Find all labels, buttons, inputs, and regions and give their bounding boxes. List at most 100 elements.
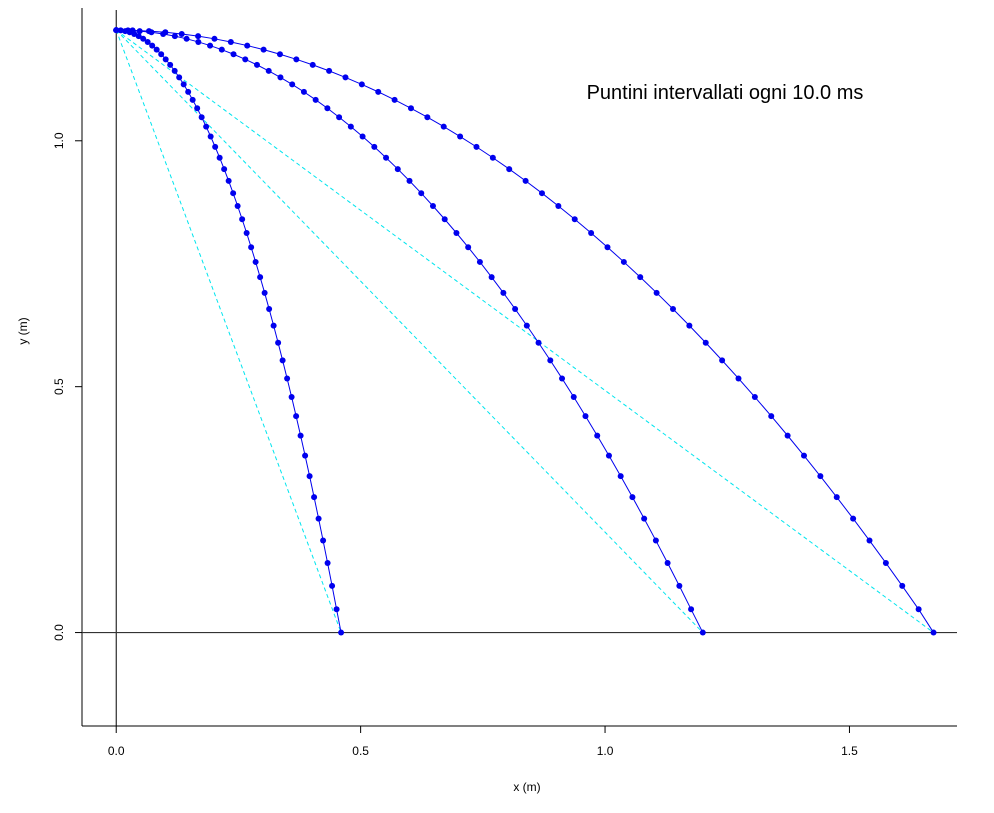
data-point <box>171 67 178 74</box>
y-tick-label: 0.5 <box>52 378 66 395</box>
data-point <box>686 322 693 329</box>
data-point <box>637 274 644 281</box>
data-point <box>522 177 529 184</box>
data-point <box>277 74 284 81</box>
data-point <box>342 74 349 81</box>
data-point <box>203 123 210 130</box>
data-point <box>306 473 313 480</box>
data-point <box>538 190 545 197</box>
chord-lines <box>115 29 934 633</box>
data-point <box>735 375 742 382</box>
data-point <box>453 229 460 236</box>
data-point <box>189 96 196 103</box>
data-point <box>225 177 232 184</box>
data-point <box>207 133 214 140</box>
data-point <box>850 515 857 522</box>
data-point <box>620 258 627 265</box>
data-point <box>617 473 624 480</box>
data-point <box>149 42 156 49</box>
data-point <box>866 537 873 544</box>
data-point <box>129 27 136 34</box>
data-point <box>329 582 336 589</box>
data-point <box>180 81 187 88</box>
chord-line <box>115 29 342 633</box>
data-point <box>375 88 382 95</box>
data-point <box>817 473 824 480</box>
data-point <box>476 258 483 265</box>
annotation-text: Puntini intervallati ogni 10.0 ms <box>587 82 864 104</box>
data-point <box>171 33 178 40</box>
data-point <box>359 133 366 140</box>
data-point <box>406 177 413 184</box>
data-point <box>257 274 264 281</box>
data-point <box>194 105 201 112</box>
y-tick-label: 0.0 <box>52 624 66 641</box>
data-point <box>457 133 464 140</box>
data-point <box>270 322 277 329</box>
data-point <box>230 51 237 58</box>
data-point <box>221 166 228 173</box>
data-point <box>555 202 562 209</box>
data-point <box>297 432 304 439</box>
data-point <box>559 375 566 382</box>
axes: 0.0 0.5 1.0 1.5 0.0 0.5 1.0 <box>52 8 957 758</box>
data-point <box>407 105 414 112</box>
data-point <box>358 81 365 88</box>
data-point <box>333 606 340 613</box>
data-point <box>153 46 160 53</box>
data-point <box>784 432 791 439</box>
data-point <box>465 244 472 251</box>
data-point <box>216 154 223 161</box>
data-point <box>288 394 295 401</box>
data-point <box>183 35 190 42</box>
data-point <box>135 33 142 40</box>
data-point <box>570 394 577 401</box>
data-point <box>167 61 174 68</box>
data-point <box>512 305 519 312</box>
y-tick-label: 1.0 <box>52 132 66 149</box>
x-tick-label: 1.0 <box>597 744 614 758</box>
data-point <box>899 582 906 589</box>
data-point <box>243 229 250 236</box>
data-point <box>324 105 331 112</box>
series-1 <box>113 27 345 636</box>
data-point <box>239 216 246 223</box>
data-point <box>212 143 219 150</box>
data-point <box>289 81 296 88</box>
data-point <box>535 339 542 346</box>
data-point <box>582 413 589 420</box>
data-point <box>699 629 706 636</box>
data-point <box>523 322 530 329</box>
data-point <box>162 56 169 63</box>
data-point <box>441 216 448 223</box>
series-group <box>113 27 937 636</box>
data-point <box>641 515 648 522</box>
data-point <box>300 88 307 95</box>
data-point <box>719 357 726 364</box>
data-point <box>424 114 431 121</box>
data-point <box>293 56 300 63</box>
data-point <box>833 494 840 501</box>
data-point <box>185 88 192 95</box>
data-point <box>751 394 758 401</box>
data-point <box>418 190 425 197</box>
data-point <box>664 559 671 566</box>
x-tick-label: 1.5 <box>841 744 858 758</box>
data-point <box>676 582 683 589</box>
data-point <box>176 74 183 81</box>
data-point <box>312 96 319 103</box>
data-point <box>702 339 709 346</box>
data-point <box>326 67 333 74</box>
data-point <box>261 289 268 296</box>
data-point <box>315 515 322 522</box>
data-point <box>394 166 401 173</box>
data-point <box>547 357 554 364</box>
data-point <box>242 56 249 63</box>
data-point <box>688 606 695 613</box>
data-point <box>195 33 202 40</box>
data-point <box>588 229 595 236</box>
data-point <box>230 190 237 197</box>
data-point <box>266 305 273 312</box>
data-point <box>309 61 316 68</box>
